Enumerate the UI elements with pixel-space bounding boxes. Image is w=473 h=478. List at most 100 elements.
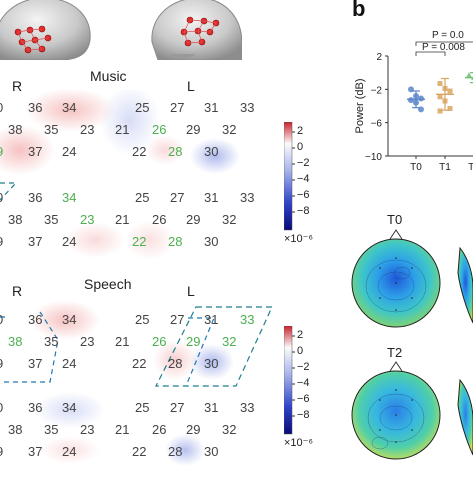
music-side-left: L [187,78,195,94]
electrode-number: 22 [132,444,147,459]
electrode-number: 27 [170,400,185,415]
electrode-number: 33 [240,100,255,115]
electrode-number: 21 [115,334,130,349]
electrode-number: 28 [168,356,183,371]
electrode-number: 22 [132,356,147,371]
electrode-number: 27 [170,100,185,115]
electrode-number: 23 [80,422,95,437]
electrode-number: 38 [8,122,23,137]
electrode-number: 37 [28,356,43,371]
electrode-number: 33 [240,190,255,205]
electrode-number: 30 [204,144,219,159]
electrode-number: 21 [115,212,130,227]
p-value-label: P = 0.008 [422,42,465,53]
data-point [408,97,414,104]
electrode-number: 26 [152,122,167,137]
electrode-number: 35 [44,212,59,227]
y-tick-label: 2 [376,52,382,63]
electrode-number: 22 [132,144,147,159]
electrode-number: 9 [0,144,3,159]
power-chart: 2 −2 −6 −10 Power (dB) T0 T1 T2 P = 0.0P = 0.008 [350,14,473,184]
electrode-number: 23 [80,212,95,227]
electrode-number: 32 [222,334,237,349]
electrode-number: 38 [8,334,23,349]
heatmap-background [0,85,270,470]
topo-label-t0: T0 [387,212,403,227]
electrode-number: 30 [204,234,219,249]
electrode-number: 35 [44,334,59,349]
dashed-outlines [0,182,273,387]
electrode-number: 29 [186,422,201,437]
electrode-number: 30 [204,444,219,459]
electrode-number: 27 [170,190,185,205]
y-axis-label: Power (dB) [354,78,366,133]
electrode-number: 34 [62,400,77,415]
electrode-number: 25 [135,400,150,415]
electrode-number: 27 [170,312,185,327]
significance-bracket [415,41,473,46]
electrode-number: 0 [0,312,3,327]
y-tick-label: −6 [371,119,383,130]
colorbar-tick-label: −6 [297,393,310,405]
electrode-number: 29 [186,212,201,227]
electrode-number: 29 [186,122,201,137]
electrode-number: 23 [80,122,95,137]
significance-bracket [415,51,446,56]
data-point [418,95,424,102]
speech-top-grid: 0 36 34 38 35 23 9 37 24 25 27 31 33 21 26 29 32 22 28 30 [0,312,280,382]
electrode-number: 38 [8,422,23,437]
electrode-number: 24 [62,144,77,159]
x-tick-label: T1 [439,162,451,173]
colorbar-tick-label: 0 [297,345,304,357]
electrode-number: 26 [152,212,167,227]
electrode-number: 34 [62,312,77,327]
electrode-number: 25 [135,312,150,327]
electrode-number: 21 [115,122,130,137]
p-value-label: P = 0.0 [432,30,464,41]
electrode-number: 28 [168,144,183,159]
music-top-grid: 0 36 34 38 35 23 9 37 24 25 27 31 33 21 26 29 32 22 28 30 [0,100,280,170]
colorbar-tick-label: 2 [297,329,304,341]
data-point [466,72,472,78]
colorbar-tick-label: −4 [297,377,310,389]
electrode-number: 21 [115,422,130,437]
colorbar-exponent: ×10⁻⁶ [284,233,313,245]
electrode-number: 25 [135,100,150,115]
electrode-number: 32 [222,122,237,137]
electrode-number: 24 [62,444,77,459]
electrode-number: 35 [44,422,59,437]
electrode-number: 31 [204,100,219,115]
electrode-number: 35 [44,122,59,137]
colorbar-tick-label: −6 [297,189,310,201]
electrode-number: 22 [132,234,147,249]
electrode-number: 9 [0,444,3,459]
electrode-number: 36 [28,312,43,327]
data-point [413,93,419,99]
x-tick-label: T0 [410,162,422,173]
colorbar-tick-label: −4 [297,173,310,185]
electrode-number: 38 [8,212,23,227]
colorbar-tick-label: 0 [297,141,304,153]
data-point [447,106,453,111]
electrode-number: 30 [204,356,219,371]
electrode-number: 29 [186,334,201,349]
data-point [437,108,443,114]
data-point [437,81,443,86]
electrode-number: 26 [152,422,167,437]
electrode-number: 0 [0,400,3,415]
data-point [442,86,448,91]
electrode-number: 23 [80,334,95,349]
data-point [447,88,453,94]
electrode-number: 24 [62,356,77,371]
electrode-number: 37 [28,144,43,159]
brain-image-left [0,0,92,61]
colorbar-tick-label: −2 [297,157,310,169]
x-tick-label: T2 [468,162,473,173]
electrode-number: 28 [168,444,183,459]
music-title: Music [90,68,127,84]
electrode-number: 36 [28,100,43,115]
electrode-number: 25 [135,190,150,205]
electrode-number: 9 [0,234,3,249]
electrode-number: 33 [240,312,255,327]
colorbar-tick-label: −8 [297,205,310,217]
